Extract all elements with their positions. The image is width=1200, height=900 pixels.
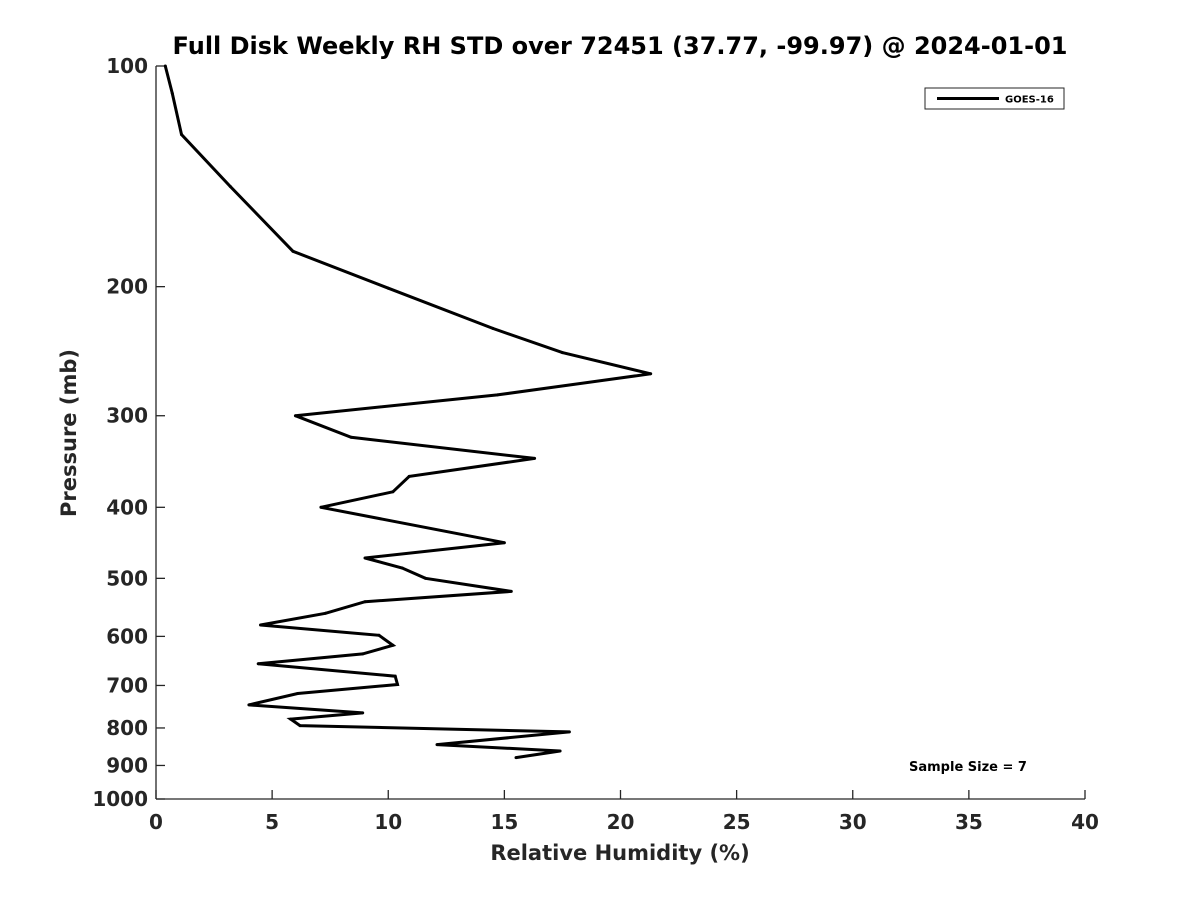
data-point (361, 652, 365, 656)
data-point (423, 576, 427, 580)
data-point (256, 662, 260, 666)
y-axis-ticks: 100 200 300 400 500 600 700 800 900 1000 (92, 54, 165, 811)
data-point (349, 435, 353, 439)
data-point (319, 505, 323, 509)
data-point (393, 674, 397, 678)
data-point (298, 724, 302, 728)
y-tick-label: 600 (106, 624, 148, 648)
y-tick-label: 200 (106, 275, 148, 299)
data-point (391, 490, 395, 494)
data-point (560, 351, 564, 355)
data-point (509, 589, 513, 593)
data-point (363, 556, 367, 560)
data-point (291, 249, 295, 253)
y-tick-label: 900 (106, 753, 148, 777)
data-point (435, 743, 439, 747)
data-point (558, 749, 562, 753)
data-point (324, 611, 327, 615)
x-tick-label: 20 (607, 810, 635, 834)
y-tick-label: 1000 (92, 787, 148, 811)
data-point (502, 541, 506, 545)
legend-label-goes-16: GOES-16 (1005, 95, 1054, 106)
x-axis-label: Relative Humidity (%) (490, 841, 749, 865)
x-axis-ticks: 0 5 10 15 20 25 30 35 40 (149, 790, 1099, 834)
x-tick-label: 5 (265, 810, 279, 834)
data-point (491, 326, 495, 330)
x-tick-label: 35 (955, 810, 983, 834)
data-point (391, 643, 395, 647)
x-tick-label: 25 (723, 810, 751, 834)
data-point (649, 372, 653, 376)
data-point (495, 393, 499, 397)
chart-title: Full Disk Weekly RH STD over 72451 (37.7… (173, 32, 1068, 60)
data-point (180, 133, 183, 136)
data-point (533, 456, 537, 460)
y-tick-label: 700 (106, 673, 148, 697)
y-tick-label: 100 (106, 54, 148, 78)
data-point (289, 717, 293, 721)
data-point (363, 600, 367, 604)
y-tick-label: 300 (106, 404, 148, 428)
y-tick-label: 500 (106, 566, 148, 590)
legend: GOES-16 (924, 87, 1065, 110)
data-point (567, 730, 571, 734)
y-axis-label: Pressure (mb) (57, 349, 81, 517)
series-points (163, 64, 653, 760)
y-tick-label: 400 (106, 495, 148, 519)
data-point (396, 683, 399, 686)
data-point (247, 703, 251, 707)
data-point (361, 711, 365, 715)
y-tick-label: 800 (106, 716, 148, 740)
data-point (407, 474, 411, 478)
data-point (514, 756, 518, 760)
data-point (386, 286, 390, 290)
x-tick-label: 15 (490, 810, 518, 834)
x-tick-label: 10 (374, 810, 402, 834)
sample-size-annotation: Sample Size = 7 (909, 760, 1027, 775)
data-point (228, 185, 232, 188)
data-point (377, 633, 381, 637)
data-point (163, 64, 167, 68)
data-point (293, 414, 297, 418)
data-point (259, 623, 262, 627)
x-tick-label: 40 (1071, 810, 1099, 834)
x-tick-label: 0 (149, 810, 163, 834)
plot-area (156, 66, 1085, 799)
data-point (400, 566, 404, 570)
x-tick-label: 30 (839, 810, 867, 834)
data-point (296, 692, 300, 695)
data-point (170, 91, 174, 95)
